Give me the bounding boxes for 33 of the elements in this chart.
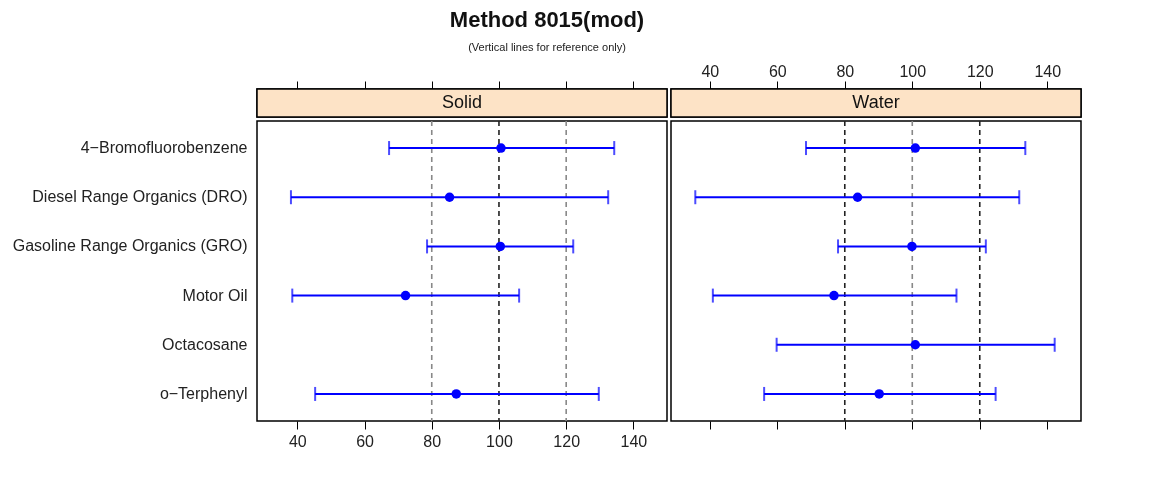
x-tick-label: 140 [1034, 62, 1062, 80]
x-tick-label: 140 [620, 432, 648, 450]
x-tick-label: 120 [966, 62, 994, 80]
x-tick-label: 100 [486, 432, 513, 450]
x-tick-label: 60 [768, 62, 787, 80]
point [910, 143, 921, 153]
y-tick-label: Gasoline Range Organics (GRO) [12, 237, 248, 255]
point [852, 192, 863, 202]
y-tick-label: 4−Bromofluorobenzene [80, 139, 248, 157]
x-tick-label: 100 [899, 62, 927, 80]
point [400, 290, 411, 301]
point [496, 143, 506, 153]
y-tick-label: o−Terphenyl [159, 384, 248, 402]
y-tick-label: Diesel Range Organics (DRO) [32, 188, 248, 206]
point [910, 340, 921, 350]
y-tick-label: Octacosane [162, 335, 248, 353]
x-tick-label: 80 [836, 62, 855, 80]
text: Water [852, 92, 900, 112]
chart-title: Method 8015(mod) [449, 7, 645, 33]
x-tick-label: 60 [356, 432, 375, 450]
x-tick-label: 40 [288, 432, 307, 450]
text: Solid [441, 92, 483, 112]
point [874, 389, 884, 399]
point [495, 241, 506, 252]
point [907, 241, 917, 252]
x-tick-label: 80 [423, 432, 442, 450]
point [451, 389, 462, 399]
x-tick-label: 120 [553, 432, 581, 450]
x-tick-label: 40 [701, 62, 720, 80]
point [829, 290, 839, 301]
chart-subtitle: (Vertical lines for reference only) [468, 41, 626, 54]
y-tick-label: Motor Oil [182, 286, 248, 304]
point [444, 192, 455, 202]
